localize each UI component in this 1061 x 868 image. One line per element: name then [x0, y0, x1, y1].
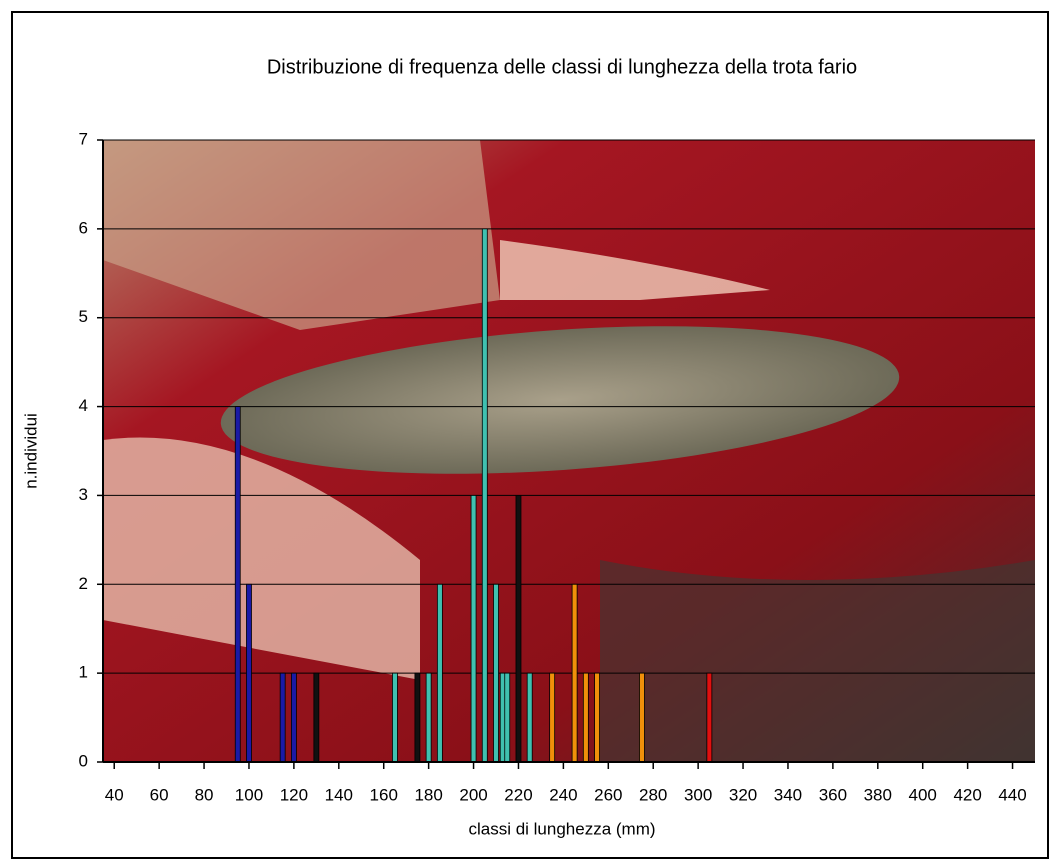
y-tick-label: 1 [79, 663, 88, 682]
bar [571, 583, 578, 763]
x-tick-label: 380 [864, 785, 892, 804]
bar [481, 228, 488, 763]
x-tick-label: 200 [459, 785, 487, 804]
y-tick-label: 6 [79, 218, 88, 237]
x-tick-label: 240 [549, 785, 577, 804]
x-tick-label: 60 [150, 785, 169, 804]
x-tick-label: 140 [325, 785, 353, 804]
x-tick-label: 280 [639, 785, 667, 804]
x-tick-label: 220 [504, 785, 532, 804]
x-tick-label: 260 [594, 785, 622, 804]
bar [639, 672, 645, 763]
bar [246, 583, 252, 763]
photo-background [103, 140, 1035, 762]
x-tick-label: 120 [280, 785, 308, 804]
y-tick-label: 2 [79, 574, 88, 593]
x-tick-label: 420 [953, 785, 981, 804]
bar [392, 672, 398, 763]
y-tick-label: 4 [79, 396, 88, 415]
x-tick-label: 300 [684, 785, 712, 804]
y-tick-label: 0 [79, 751, 88, 770]
x-tick-label: 160 [370, 785, 398, 804]
bar [279, 672, 286, 763]
x-tick-label: 400 [909, 785, 937, 804]
y-tick-label: 5 [79, 307, 88, 326]
bar [549, 672, 556, 763]
x-axis-label: classi di lunghezza (mm) [468, 819, 655, 838]
bar [414, 672, 421, 763]
bar [706, 672, 713, 763]
x-tick-label: 40 [105, 785, 124, 804]
y-axis-label: n.individui [21, 413, 40, 489]
bar [436, 583, 443, 763]
bar [515, 495, 522, 763]
bar [425, 672, 432, 763]
bar [234, 406, 241, 763]
bar [526, 672, 533, 763]
y-tick-label: 3 [79, 485, 88, 504]
bar [290, 672, 297, 763]
bar [470, 495, 477, 763]
bar [594, 672, 600, 763]
x-tick-label: 340 [774, 785, 802, 804]
bar [493, 583, 499, 763]
y-tick-label: 7 [79, 129, 88, 148]
bar [504, 672, 511, 763]
bar [313, 672, 320, 763]
x-tick-label: 320 [729, 785, 757, 804]
x-tick-label: 80 [195, 785, 214, 804]
chart-title: Distribuzione di frequenza delle classi … [267, 56, 857, 78]
x-tick-label: 100 [235, 785, 263, 804]
x-tick-label: 180 [414, 785, 442, 804]
bar [582, 672, 589, 763]
x-tick-label: 360 [819, 785, 847, 804]
x-tick-label: 440 [998, 785, 1026, 804]
